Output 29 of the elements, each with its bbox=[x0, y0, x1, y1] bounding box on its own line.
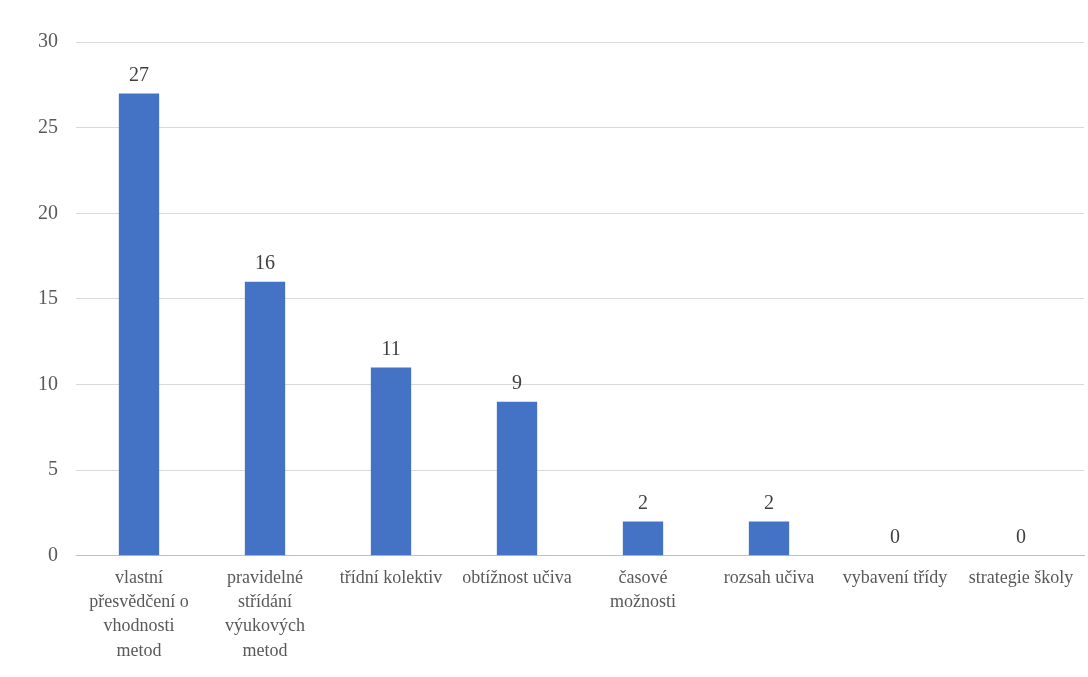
data-label: 2 bbox=[764, 490, 774, 513]
data-label: 27 bbox=[129, 62, 149, 85]
y-tick-label: 15 bbox=[38, 286, 58, 309]
bar bbox=[244, 281, 286, 556]
bar bbox=[748, 521, 790, 556]
bar bbox=[370, 367, 412, 556]
x-tick-label: obtížnost učiva bbox=[462, 566, 572, 587]
bar bbox=[496, 401, 538, 556]
data-label: 11 bbox=[381, 336, 401, 359]
x-tick-label: vlastní přesvědčení o vhodnosti metod bbox=[89, 566, 189, 660]
data-label: 0 bbox=[890, 525, 900, 548]
bar bbox=[622, 521, 664, 556]
x-tick-label: pravidelné střídání výukových metod bbox=[225, 566, 305, 660]
data-label: 2 bbox=[638, 490, 648, 513]
y-tick-label: 0 bbox=[48, 543, 58, 566]
x-tick-label: třídní kolektiv bbox=[339, 566, 443, 587]
x-tick-label: rozsah učiva bbox=[723, 566, 815, 587]
y-tick-label: 30 bbox=[38, 29, 58, 52]
data-label: 16 bbox=[255, 251, 275, 274]
data-label: 9 bbox=[512, 370, 522, 393]
y-tick-label: 25 bbox=[38, 114, 58, 137]
y-tick-label: 20 bbox=[38, 200, 58, 223]
y-tick-label: 5 bbox=[48, 457, 58, 480]
data-label: 0 bbox=[1016, 525, 1026, 548]
x-tick-label: vybavení třídy bbox=[842, 566, 948, 587]
x-tick-label: časové možnosti bbox=[610, 566, 676, 611]
x-tick-label: strategie školy bbox=[968, 566, 1074, 587]
y-tick-label: 10 bbox=[38, 371, 58, 394]
bar bbox=[118, 93, 160, 556]
